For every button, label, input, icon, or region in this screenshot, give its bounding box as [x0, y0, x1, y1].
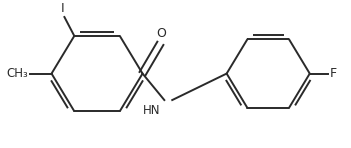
Text: I: I: [61, 2, 64, 15]
Text: CH₃: CH₃: [6, 67, 28, 80]
Text: O: O: [157, 28, 166, 41]
Text: F: F: [330, 67, 337, 80]
Text: HN: HN: [143, 104, 160, 117]
